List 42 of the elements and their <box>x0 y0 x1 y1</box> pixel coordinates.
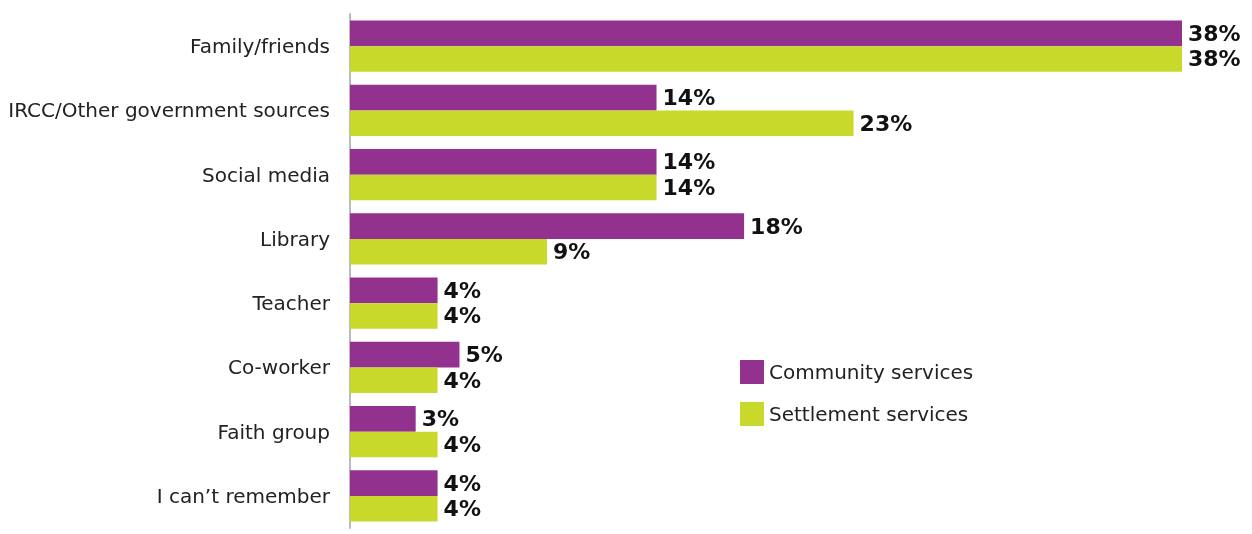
data-label: 14% <box>662 85 716 111</box>
legend-label: Settlement services <box>769 402 969 426</box>
bar <box>350 277 438 304</box>
y-tick-label: I can’t remember <box>156 483 331 508</box>
bar <box>350 148 657 175</box>
bar <box>350 303 438 329</box>
bar <box>350 174 657 201</box>
data-label: 4% <box>443 431 481 457</box>
bar <box>350 213 745 239</box>
bar <box>350 84 657 111</box>
data-label: 4% <box>443 303 481 329</box>
y-tick-label: Teacher <box>251 291 331 316</box>
data-label: 5% <box>465 342 503 368</box>
data-label: 23% <box>859 110 913 136</box>
bar <box>350 495 438 522</box>
bar <box>350 470 438 496</box>
bar <box>350 46 1182 72</box>
y-tick-label: Library <box>260 226 331 251</box>
bar <box>350 431 438 458</box>
data-label: 9% <box>553 239 591 265</box>
bar <box>350 367 438 394</box>
data-label: 38% <box>1188 46 1241 72</box>
bar <box>350 341 460 368</box>
y-tick-label: Social media <box>202 162 330 187</box>
data-label: 4% <box>443 496 481 522</box>
bar <box>350 110 854 137</box>
data-label: 4% <box>443 277 481 303</box>
data-label: 38% <box>1188 20 1241 46</box>
y-tick-label: IRCC/Other government sources <box>8 98 330 123</box>
data-label: 14% <box>662 149 716 175</box>
legend-label: Community services <box>769 360 974 384</box>
data-label: 4% <box>443 470 481 496</box>
y-tick-label: Family/friends <box>189 34 330 59</box>
data-label: 3% <box>421 406 460 432</box>
data-label: 4% <box>443 367 481 393</box>
data-label: 18% <box>750 213 803 239</box>
data-label: 14% <box>662 174 716 200</box>
y-tick-label: Co-worker <box>227 355 331 380</box>
bar <box>350 405 416 432</box>
bar <box>350 20 1182 47</box>
bar <box>350 238 548 265</box>
y-tick-label: Faith group <box>217 419 330 444</box>
